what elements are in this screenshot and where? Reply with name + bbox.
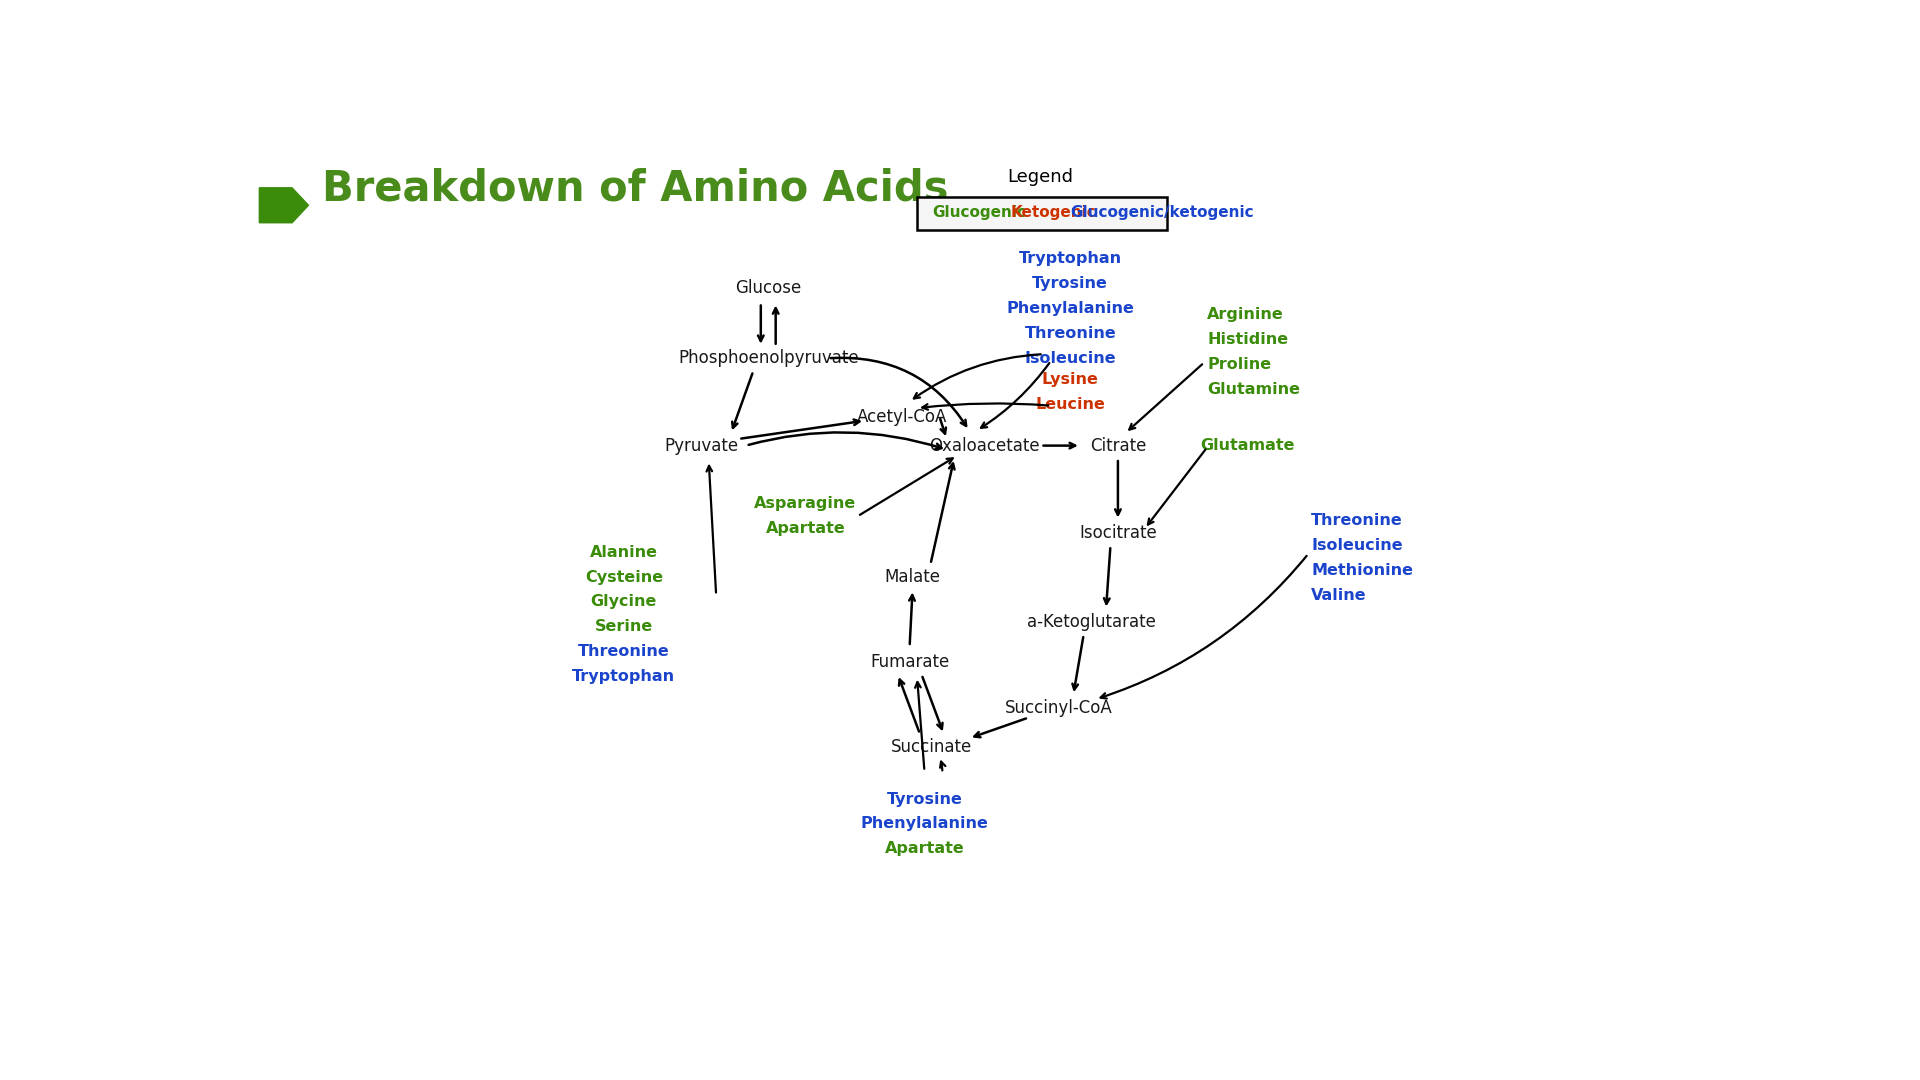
Text: Phenylalanine: Phenylalanine <box>860 816 989 832</box>
Text: Legend: Legend <box>1008 168 1073 186</box>
Text: Breakdown of Amino Acids: Breakdown of Amino Acids <box>323 167 948 210</box>
Text: Proline: Proline <box>1208 356 1271 372</box>
Text: Tyrosine: Tyrosine <box>1033 276 1108 291</box>
Text: Phosphoenolpyruvate: Phosphoenolpyruvate <box>678 349 858 367</box>
Text: Lysine: Lysine <box>1043 372 1098 387</box>
Text: Succinate: Succinate <box>891 738 973 756</box>
Text: Leucine: Leucine <box>1035 396 1106 411</box>
Text: Glucose: Glucose <box>735 279 801 297</box>
Text: Isoleucine: Isoleucine <box>1025 351 1116 366</box>
Text: Valine: Valine <box>1311 588 1367 603</box>
Text: Phenylalanine: Phenylalanine <box>1006 301 1135 315</box>
Text: Ketogenic: Ketogenic <box>1010 205 1096 220</box>
Text: Tyrosine: Tyrosine <box>887 792 962 807</box>
Text: Acetyl-CoA: Acetyl-CoA <box>856 407 947 426</box>
Text: Succinyl-CoA: Succinyl-CoA <box>1004 699 1112 716</box>
Text: Glutamine: Glutamine <box>1208 381 1300 396</box>
Text: Methionine: Methionine <box>1311 563 1413 578</box>
Text: Pyruvate: Pyruvate <box>664 436 739 455</box>
Text: a-Ketoglutarate: a-Ketoglutarate <box>1027 613 1156 631</box>
Text: Apartate: Apartate <box>885 841 964 856</box>
FancyBboxPatch shape <box>918 197 1167 230</box>
Text: Citrate: Citrate <box>1091 436 1146 455</box>
Text: Threonine: Threonine <box>578 645 670 660</box>
Text: Fumarate: Fumarate <box>870 652 948 671</box>
Text: Alanine: Alanine <box>589 544 659 559</box>
Text: Glutamate: Glutamate <box>1200 438 1294 454</box>
Text: Oxaloacetate: Oxaloacetate <box>929 436 1039 455</box>
Text: Glycine: Glycine <box>591 594 657 609</box>
Text: Asparagine: Asparagine <box>755 497 856 511</box>
Polygon shape <box>259 188 309 222</box>
Text: Apartate: Apartate <box>766 522 845 537</box>
Text: Serine: Serine <box>595 620 653 634</box>
Text: Glucogenic/ketogenic: Glucogenic/ketogenic <box>1069 205 1254 220</box>
Text: Malate: Malate <box>885 568 941 586</box>
Text: Isocitrate: Isocitrate <box>1079 524 1156 542</box>
Text: Cysteine: Cysteine <box>586 569 662 584</box>
Text: Tryptophan: Tryptophan <box>572 670 676 685</box>
Text: Threonine: Threonine <box>1025 326 1116 341</box>
Text: Tryptophan: Tryptophan <box>1020 251 1121 266</box>
Text: Arginine: Arginine <box>1208 307 1284 322</box>
Text: Histidine: Histidine <box>1208 332 1288 347</box>
Text: Isoleucine: Isoleucine <box>1311 538 1404 553</box>
Text: Glucogenic: Glucogenic <box>931 205 1025 220</box>
Text: Threonine: Threonine <box>1311 513 1404 528</box>
